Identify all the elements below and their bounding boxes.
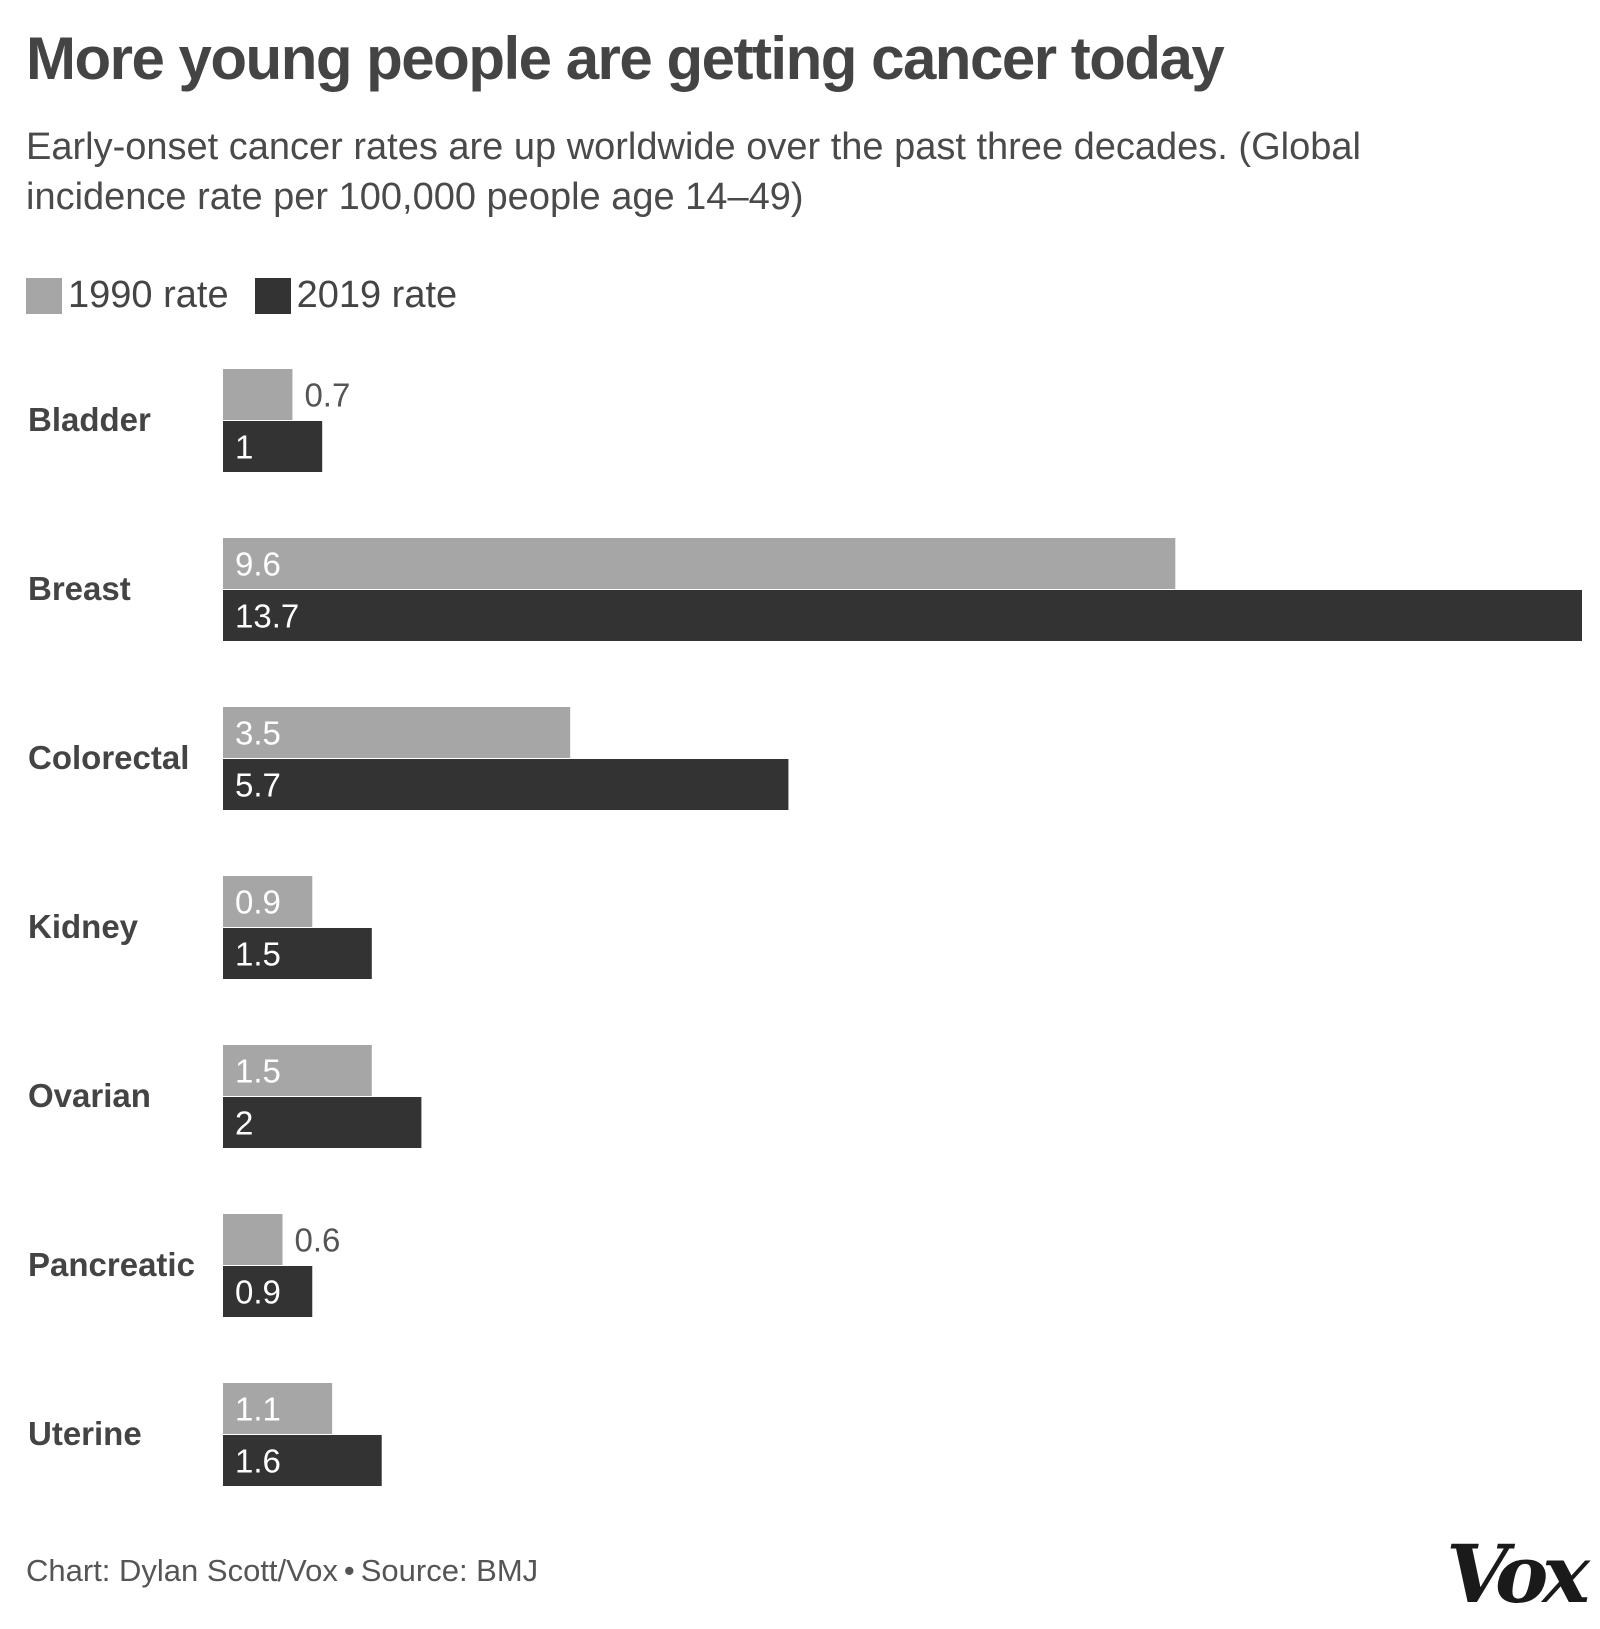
legend-label-1990: 1990 rate (68, 274, 229, 316)
category-label-colorectal: Colorectal (28, 739, 189, 776)
legend: 1990 rate 2019 rate (26, 274, 483, 317)
bar-1990-breast (223, 538, 1176, 589)
bar-2019-colorectal-label: 5.7 (235, 767, 281, 804)
bar-1990-uterine (223, 1383, 333, 1434)
category-label-breast: Breast (28, 570, 131, 607)
bar-1990-bladder-label: 0.7 (304, 377, 350, 414)
bar-2019-kidney (223, 928, 372, 979)
bar-2019-breast (223, 590, 1582, 641)
legend-swatch-2019 (254, 277, 291, 314)
bar-1990-ovarian (223, 1045, 372, 1096)
category-label-bladder: Bladder (28, 401, 151, 438)
bar-1990-colorectal (223, 707, 571, 758)
chart-title: More young people are getting cancer tod… (26, 25, 1225, 92)
bar-2019-uterine (223, 1435, 382, 1486)
chart-footer: Chart: Dylan Scott/Vox • Source: BMJ (26, 1553, 538, 1589)
bar-1990-kidney (223, 876, 313, 927)
chart-subtitle: Early-onset cancer rates are up worldwid… (26, 126, 1361, 218)
bar-1990-kidney-label: 0.9 (235, 884, 281, 921)
bar-1990-bladder (223, 369, 293, 420)
bar-1990-pancreatic-label: 0.6 (295, 1222, 341, 1259)
bar-2019-kidney-label: 1.5 (235, 936, 281, 973)
legend-label-2019: 2019 rate (296, 274, 458, 316)
chart-source: Source: BMJ (360, 1553, 539, 1588)
bar-2019-bladder (223, 421, 323, 472)
vox-logo: Vox (1446, 1527, 1590, 1621)
bar-2019-bladder-label: 1 (235, 429, 253, 466)
bar-1990-ovarian-label: 1.5 (235, 1053, 281, 1090)
category-label-ovarian: Ovarian (28, 1077, 151, 1114)
bar-1990-colorectal-label: 3.5 (235, 715, 281, 752)
legend-item-2019: 2019 rate (254, 274, 458, 317)
bar-1990-uterine-label: 1.1 (235, 1391, 281, 1428)
category-label-uterine: Uterine (28, 1415, 142, 1452)
legend-swatch-1990 (26, 277, 62, 314)
bar-2019-pancreatic-label: 0.9 (235, 1274, 281, 1311)
bar-2019-colorectal (223, 759, 789, 810)
bar-1990-breast-label: 9.6 (235, 546, 281, 583)
chart-credit: Chart: Dylan Scott/Vox (26, 1553, 338, 1588)
category-label-kidney: Kidney (28, 908, 139, 945)
category-label-pancreatic: Pancreatic (28, 1246, 195, 1283)
bar-2019-breast-label: 13.7 (235, 598, 299, 635)
bar-1990-pancreatic (223, 1214, 283, 1265)
bar-2019-ovarian-label: 2 (235, 1105, 253, 1142)
legend-item-1990: 1990 rate (26, 274, 229, 317)
bar-2019-ovarian (223, 1097, 422, 1148)
bar-2019-pancreatic (223, 1266, 313, 1317)
bar-2019-uterine-label: 1.6 (235, 1443, 281, 1480)
footer-separator: • (343, 1553, 355, 1588)
